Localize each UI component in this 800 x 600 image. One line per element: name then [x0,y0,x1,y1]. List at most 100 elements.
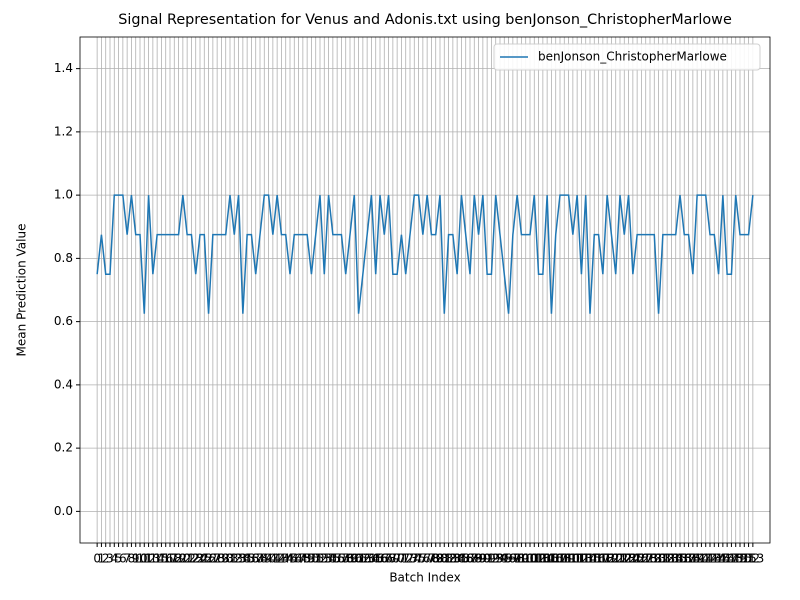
y-axis-label: Mean Prediction Value [15,224,29,357]
x-tick-label: 89 [471,552,486,566]
x-tick-label: 13 [145,552,160,566]
x-tick-label: 123 [613,552,636,566]
x-tick-label: 85 [454,552,469,566]
x-tick-label: 151 [733,552,756,566]
x-tick-label: 16 [158,552,173,566]
x-tick-label: 2 [102,552,110,566]
x-tick-label: 91 [480,552,495,566]
x-tick-label: 44 [278,552,293,566]
x-tick-label: 34 [235,552,250,566]
x-tick-label: 136 [669,552,692,566]
x-tick-label: 48 [295,552,310,566]
x-tick-label: 104 [531,552,554,566]
x-tick-label: 115 [579,552,602,566]
x-tick-label: 81 [437,552,452,566]
x-tick-label: 80 [432,552,447,566]
x-tick-label: 46 [287,552,302,566]
x-tick-label: 152 [737,552,760,566]
series-line [96,194,754,314]
x-tick-label: 109 [553,552,576,566]
y-tick-label: 0.4 [54,377,73,391]
x-tick-label: 113 [570,552,593,566]
x-tick-label: 30 [218,552,233,566]
x-tick-label: 56 [330,552,345,566]
x-tick-label: 51 [308,552,323,566]
x-tick-label: 97 [505,552,520,566]
x-tick-label: 33 [231,552,246,566]
x-tick-label: 93 [488,552,503,566]
x-tick-label: 144 [703,552,726,566]
x-tick-label: 6 [119,552,127,566]
x-tick-label: 40 [261,552,276,566]
x-tick-label: 3 [106,552,114,566]
y-tick-label: 0.0 [54,504,73,518]
x-tick-label: 131 [647,552,670,566]
x-tick-label: 42 [270,552,285,566]
x-tick-label: 121 [604,552,627,566]
x-tick-label: 90 [475,552,490,566]
x-tick-label: 21 [180,552,195,566]
x-tick-label: 78 [424,552,439,566]
x-tick-label: 1 [98,552,106,566]
x-tick-label: 108 [549,552,572,566]
x-tick-label: 112 [566,552,589,566]
x-tick-label: 66 [372,552,387,566]
x-tick-label: 68 [381,552,396,566]
x-tick-label: 14 [150,552,165,566]
x-tick-label: 15 [154,552,169,566]
x-tick-label: 57 [334,552,349,566]
x-tick-label: 12 [141,552,156,566]
x-tick-label: 26 [201,552,216,566]
x-tick-label: 60 [347,552,362,566]
x-tick-label: 148 [720,552,743,566]
x-tick-label: 82 [441,552,456,566]
x-tick-label: 153 [741,552,764,566]
x-tick-label: 70 [390,552,405,566]
x-tick-label: 107 [544,552,567,566]
x-tick-label: 86 [458,552,473,566]
x-tick-label: 141 [690,552,713,566]
x-tick-label: 24 [192,552,207,566]
x-tick-label: 10 [132,552,147,566]
x-tick-label: 20 [175,552,190,566]
x-tick-label: 118 [591,552,614,566]
x-tick-label: 53 [317,552,332,566]
x-tick-label: 67 [377,552,392,566]
x-tick-label: 69 [385,552,400,566]
x-tick-label: 114 [574,552,597,566]
x-tick-label: 52 [312,552,327,566]
x-tick-label: 92 [484,552,499,566]
x-tick-label: 150 [729,552,752,566]
x-tick-label: 102 [523,552,546,566]
x-tick-label: 145 [707,552,730,566]
x-tick-label: 87 [462,552,477,566]
x-tick-label: 120 [600,552,623,566]
x-tick-label: 61 [351,552,366,566]
x-tick-label: 7 [123,552,131,566]
x-tick-label: 23 [188,552,203,566]
x-tick-label: 75 [411,552,426,566]
x-tick-label: 140 [686,552,709,566]
x-tick-label: 0 [93,552,101,566]
x-tick-label: 37 [248,552,263,566]
y-tick-label: 0.2 [54,441,73,455]
x-tick-label: 83 [445,552,460,566]
x-tick-label: 72 [398,552,413,566]
x-tick-label: 146 [711,552,734,566]
x-tick-label: 117 [587,552,610,566]
x-tick-label: 19 [171,552,186,566]
x-tick-label: 119 [596,552,619,566]
x-tick-label: 98 [510,552,525,566]
x-tick-label: 43 [274,552,289,566]
x-tick-label: 73 [402,552,417,566]
x-tick-label: 111 [561,552,584,566]
x-tick-label: 149 [724,552,747,566]
x-tick-label: 129 [639,552,662,566]
x-tick-label: 11 [137,552,152,566]
x-tick-label: 5 [115,552,123,566]
x-tick-label: 9 [132,552,140,566]
x-tick-label: 17 [162,552,177,566]
x-tick-label: 71 [394,552,409,566]
x-tick-label: 18 [167,552,182,566]
